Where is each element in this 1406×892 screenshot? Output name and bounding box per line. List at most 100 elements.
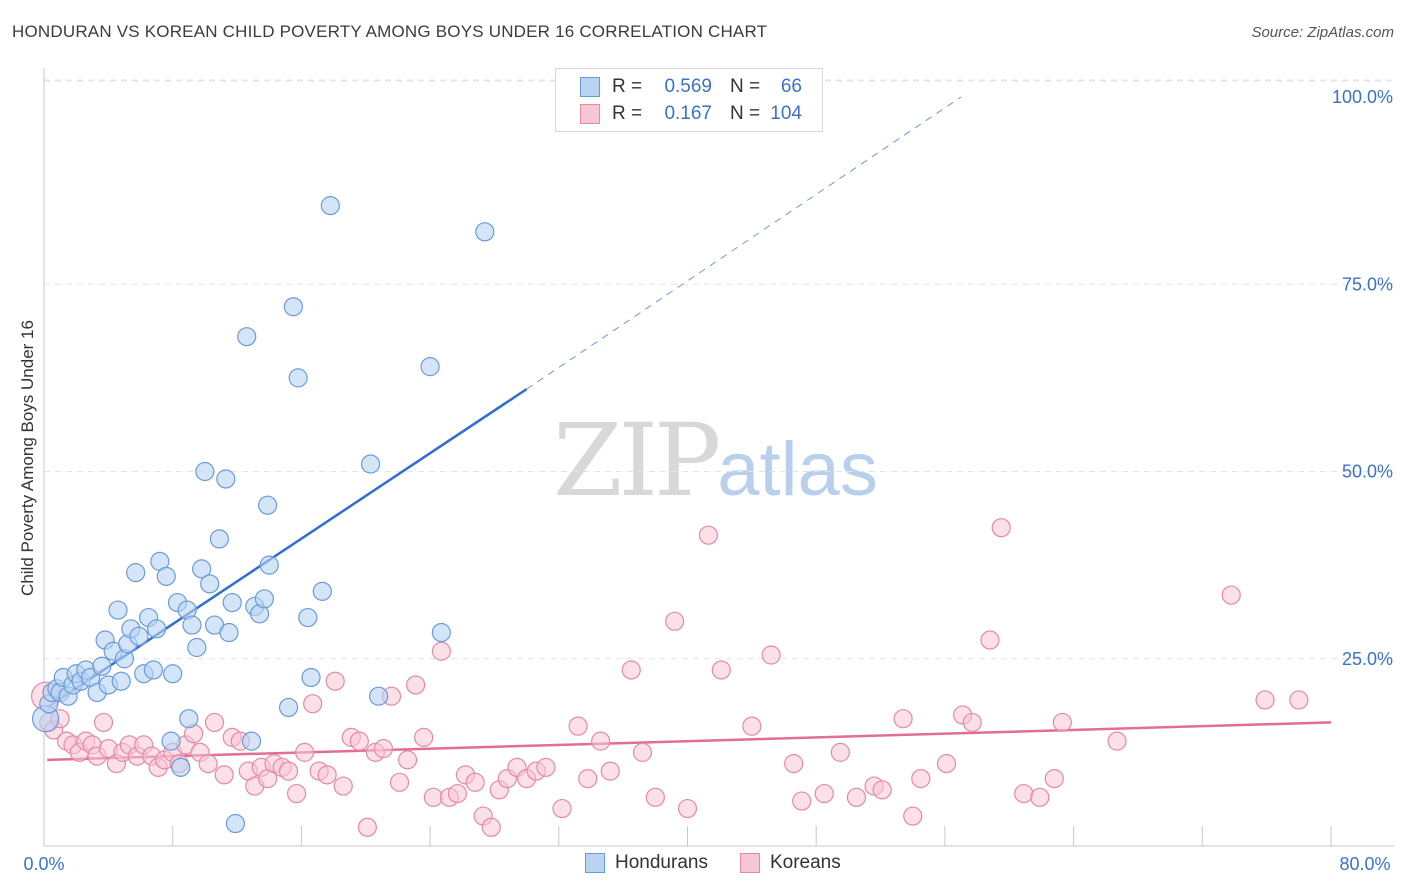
honduran-point [475, 222, 495, 242]
korean-point [552, 798, 572, 819]
koreans-n-value: 104 [770, 103, 802, 124]
korean-point [317, 765, 337, 785]
korean-point [665, 611, 685, 631]
korean-point [397, 750, 418, 770]
koreans-swatch [580, 104, 600, 124]
koreans-r-value: 0.167 [664, 103, 712, 124]
koreans-points [31, 518, 1309, 837]
honduran-point [301, 667, 321, 688]
korean-point [911, 768, 931, 789]
hondurans-swatch [580, 77, 600, 97]
korean-point [536, 757, 556, 777]
honduran-point [288, 368, 308, 388]
korean-point [991, 518, 1011, 538]
y-tick-label: 50.0% [1342, 462, 1393, 482]
korean-point [980, 630, 1000, 650]
hondurans-r-value: 0.569 [664, 76, 712, 97]
honduran-point [431, 622, 451, 643]
korean-point [792, 791, 812, 811]
honduran-point [179, 709, 199, 729]
y-axis-label: Child Poverty Among Boys Under 16 [18, 320, 37, 596]
korean-point [373, 739, 394, 759]
honduran-point [283, 297, 303, 317]
korean-point [936, 754, 957, 774]
honduran-point [369, 686, 389, 706]
korean-point [600, 761, 620, 781]
korean-point [677, 798, 698, 819]
correlation-legend: R = 0.569 N = 66 R = 0.167 N = 104 [555, 68, 823, 132]
tick-labels: 100.0% 75.0% 50.0% 25.0% 0.0% 80.0% [23, 87, 1393, 874]
korean-point [295, 742, 315, 762]
hondurans-legend-swatch [585, 853, 605, 873]
korean-point [431, 641, 451, 661]
watermark-zip: ZIP [553, 402, 721, 519]
honduran-point [111, 671, 131, 691]
hondurans-r-label: R = [612, 76, 643, 97]
hondurans-n-value: 66 [780, 76, 802, 97]
korean-point [198, 754, 218, 774]
honduran-point [312, 581, 332, 601]
korean-point [1014, 783, 1034, 804]
honduran-point [92, 656, 112, 676]
korean-point [325, 671, 345, 691]
honduran-point [225, 813, 246, 834]
honduran-point [195, 461, 215, 482]
honduran-point [278, 697, 299, 718]
legend-item-hondurans: Hondurans [585, 852, 708, 874]
korean-point [846, 787, 867, 807]
korean-point [1107, 731, 1127, 751]
trend-lines [46, 96, 1332, 762]
korean-point [481, 817, 501, 837]
koreans-n-label: N = [730, 103, 761, 124]
honduran-point [209, 529, 229, 549]
honduran-point [258, 495, 278, 515]
axes [43, 68, 1394, 847]
korean-point [872, 780, 892, 800]
korean-point [578, 768, 598, 789]
korean-point [1030, 787, 1050, 807]
source-credit: Source: ZipAtlas.com [1251, 24, 1394, 41]
korean-point [465, 772, 485, 792]
korean-point [1044, 768, 1064, 789]
korean-point [742, 716, 762, 736]
honduran-point [237, 327, 257, 347]
korean-point [333, 776, 353, 796]
korean-point [761, 645, 781, 665]
series-legend: Hondurans Koreans [585, 852, 873, 874]
korean-point [389, 772, 410, 792]
honduran-point [192, 559, 212, 579]
korean-point [414, 727, 434, 747]
honduran-point [187, 637, 207, 658]
honduran-point [108, 600, 128, 620]
honduran-point [163, 664, 183, 684]
korean-point [830, 742, 850, 762]
watermark: ZIPatlas [553, 402, 878, 519]
korean-point [591, 731, 611, 751]
korean-point [423, 787, 443, 807]
honduran-point [126, 563, 146, 583]
koreans-trend-line [47, 721, 1332, 762]
korean-point [893, 709, 913, 729]
korean-point [711, 660, 731, 680]
korean-point [357, 817, 377, 837]
korean-point [632, 742, 653, 762]
legend-row-hondurans: R = 0.569 N = 66 [580, 74, 802, 100]
honduran-point [129, 626, 149, 646]
honduran-point [200, 574, 220, 594]
hondurans-legend-label: Hondurans [615, 852, 708, 873]
honduran-point [320, 196, 340, 216]
honduran-point [254, 589, 274, 609]
x-tick-label-min: 0.0% [23, 854, 64, 874]
honduran-point [147, 619, 167, 639]
honduran-point [298, 607, 318, 628]
korean-point [645, 787, 665, 807]
korean-point [814, 783, 834, 804]
honduran-point [156, 566, 176, 586]
koreans-legend-label: Koreans [769, 852, 841, 873]
watermark-atlas: atlas [717, 427, 878, 512]
honduran-point [161, 731, 181, 751]
korean-point [93, 712, 114, 733]
korean-point [447, 783, 468, 804]
korean-point [621, 660, 641, 680]
